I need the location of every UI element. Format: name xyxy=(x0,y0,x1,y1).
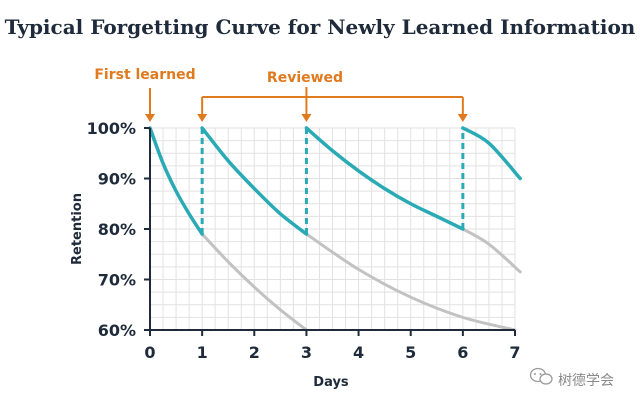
retention-curve-segment xyxy=(461,126,522,181)
x-tick-label: 6 xyxy=(457,343,468,362)
decay-curve xyxy=(304,232,517,330)
reviewed-label: Reviewed xyxy=(267,70,343,86)
x-tick-label: 0 xyxy=(144,343,155,362)
axes xyxy=(144,127,516,336)
decay-curve xyxy=(200,232,308,330)
wechat-icon xyxy=(529,367,553,385)
decay-curve xyxy=(461,227,522,274)
x-tick-label: 3 xyxy=(301,343,312,362)
tick-labels: 60% 70% 80% 90% 100% 0 1 2 3 4 5 6 7 xyxy=(87,119,521,362)
reviewed-arrow-head xyxy=(457,114,468,122)
watermark-text: 树德学会 xyxy=(558,373,614,389)
retention-curve-segment xyxy=(200,126,309,236)
y-tick-label: 100% xyxy=(87,119,136,138)
x-tick-label: 5 xyxy=(405,343,416,362)
x-tick-label: 7 xyxy=(509,343,520,362)
x-tick-label: 2 xyxy=(249,343,260,362)
retention-curve-segment xyxy=(148,126,204,236)
retention-curve-segment xyxy=(304,126,465,231)
decay-curves xyxy=(200,227,522,330)
x-axis-label: Days xyxy=(313,375,349,390)
y-tick-label: 70% xyxy=(98,271,136,290)
y-tick-label: 60% xyxy=(98,321,136,340)
first-learned-label: First learned xyxy=(94,67,195,83)
reviewed-arrow-head xyxy=(197,114,208,122)
watermark: 树德学会 xyxy=(529,367,614,389)
chart-title: Typical Forgetting Curve for Newly Learn… xyxy=(5,15,636,39)
x-tick-label: 1 xyxy=(197,343,208,362)
reviewed-arrow-head xyxy=(301,114,312,122)
annotations xyxy=(145,87,468,122)
x-tick-label: 4 xyxy=(353,343,364,362)
first-learned-arrow-head xyxy=(145,114,155,122)
y-tick-label: 90% xyxy=(98,170,136,189)
y-axis-label: Retention xyxy=(70,193,85,265)
y-tick-label: 80% xyxy=(98,220,136,239)
review-curves xyxy=(148,126,522,236)
